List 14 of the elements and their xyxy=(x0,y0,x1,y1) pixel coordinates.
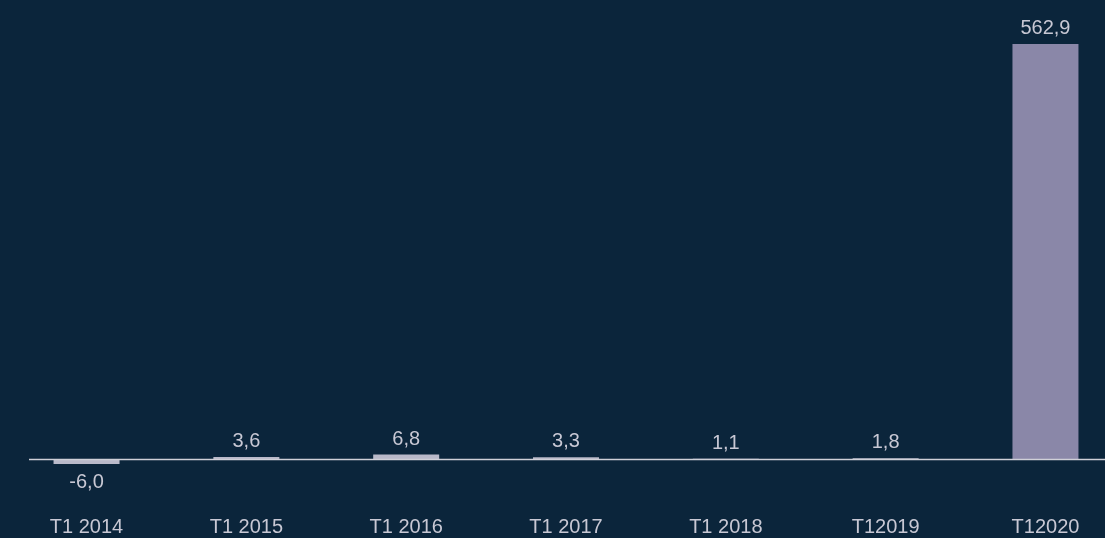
data-label: 562,9 xyxy=(1020,16,1071,38)
x-tick-label: T1 2015 xyxy=(209,514,284,537)
x-tick-label: T1 2016 xyxy=(369,514,443,537)
data-label: 3,3 xyxy=(552,429,580,452)
data-label: 6,8 xyxy=(392,426,421,449)
x-tick-label: T1 2017 xyxy=(529,514,603,537)
data-label: 3,6 xyxy=(232,428,261,451)
data-label: 1,8 xyxy=(871,430,900,453)
x-tick-label: T12019 xyxy=(851,514,920,537)
x-tick-label: T1 2018 xyxy=(689,514,763,537)
data-label: -6,0 xyxy=(69,470,104,492)
data-label: 1,1 xyxy=(711,430,740,453)
x-tick-label: T1 2014 xyxy=(49,514,124,537)
x-tick-label: T12020 xyxy=(1011,514,1080,537)
